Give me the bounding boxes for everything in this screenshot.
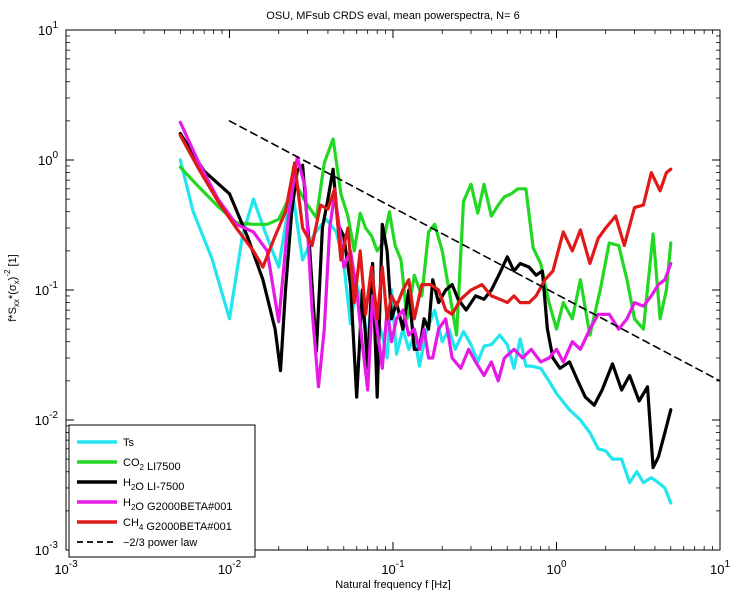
- legend-label-3: H2O G2000BETA#001: [123, 497, 232, 513]
- legend-label-5: −2/3 power law: [123, 537, 197, 549]
- chart-title: OSU, MFsub CRDS eval, mean powerspectra,…: [266, 10, 519, 22]
- series-line-4: [178, 133, 673, 321]
- legend-box: [68, 424, 256, 558]
- legend-label-0: Ts: [123, 437, 135, 449]
- y-tick-label: 10-3: [35, 540, 59, 558]
- y-tick-label: 10-1: [35, 280, 59, 298]
- y-tick-label: 100: [38, 150, 58, 168]
- series-line-5: [228, 120, 720, 382]
- series-line-3: [178, 120, 673, 392]
- legend-label-2: H2O LI-7500: [123, 477, 184, 493]
- x-tick-label: 10-2: [218, 559, 242, 577]
- x-tick-label: 101: [710, 559, 730, 577]
- legend-label-4: CH4 G2000BETA#001: [123, 517, 232, 533]
- x-axis-label: Natural frequency f [Hz]: [335, 579, 451, 590]
- x-tick-label: 100: [546, 559, 566, 577]
- y-tick-label: 10-2: [35, 410, 59, 428]
- legend-label-1: CO2 LI7500: [123, 457, 181, 473]
- x-tick-label: 10-3: [54, 559, 78, 577]
- axes-group: 10-3 10-2 10-1 100 101 10-3 10-2 10-1 100 101: [35, 20, 731, 577]
- legend: Ts CO2 LI7500 H2O LI-7500 H2O G2000BETA#001…: [68, 424, 256, 558]
- x-tick-label: 10-1: [381, 559, 405, 577]
- series-group: [178, 120, 720, 505]
- y-tick-label: 101: [38, 20, 58, 38]
- y-axis-label: f*Sxx*(σx)-2 [1]: [3, 254, 21, 322]
